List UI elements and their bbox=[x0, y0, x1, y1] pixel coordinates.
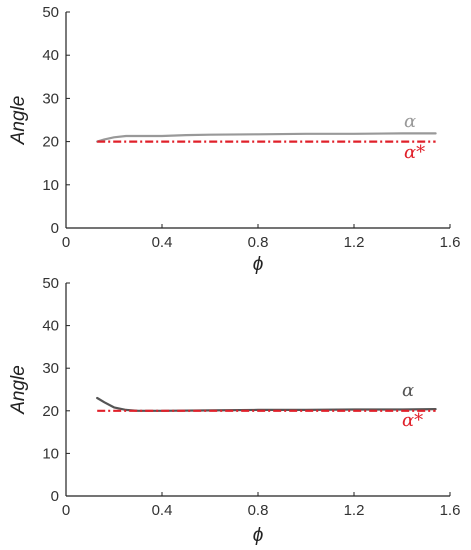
chart-panel-1: 0 0.4 0.8 1.2 1.6 0 10 20 30 40 50 ϕ Angle α α* bbox=[8, 4, 460, 275]
series-line-alpha bbox=[96, 396, 437, 412]
series-line-alpha bbox=[96, 132, 437, 143]
x-tick-label: 1.6 bbox=[440, 234, 461, 251]
y-tick-label: 40 bbox=[42, 318, 59, 335]
y-tick-label: 10 bbox=[42, 177, 59, 194]
x-tick-label: 1.2 bbox=[344, 234, 365, 251]
x-axis-title: ϕ bbox=[253, 254, 264, 275]
y-tick-label: 0 bbox=[51, 488, 59, 505]
x-tick-label: 1.2 bbox=[344, 502, 365, 519]
y-tick-label: 40 bbox=[42, 47, 59, 64]
y-tick-label: 30 bbox=[42, 360, 59, 377]
series-label-alpha: α bbox=[404, 111, 416, 132]
y-tick-label: 10 bbox=[42, 445, 59, 462]
series-label-alpha-star: α* bbox=[404, 142, 425, 163]
x-axis-title: ϕ bbox=[253, 525, 264, 546]
y-tick-label: 30 bbox=[42, 90, 59, 107]
series-label-alpha-star: α* bbox=[402, 410, 423, 431]
x-tick-label: 0 bbox=[62, 234, 70, 251]
y-tick-label: 0 bbox=[51, 220, 59, 237]
x-tick-label: 0.4 bbox=[152, 502, 173, 519]
y-tick-label: 50 bbox=[42, 4, 59, 21]
x-tick-label: 0.8 bbox=[248, 502, 269, 519]
y-tick-label: 20 bbox=[42, 403, 59, 420]
chart-panel-2: 0 0.4 0.8 1.2 1.6 0 10 20 30 40 50 ϕ Angle α α* bbox=[8, 275, 460, 546]
x-tick-label: 0 bbox=[62, 502, 70, 519]
y-axis-title: Angle bbox=[8, 96, 29, 146]
x-tick-label: 0.4 bbox=[152, 234, 173, 251]
y-tick-label: 20 bbox=[42, 134, 59, 151]
x-tick-label: 1.6 bbox=[440, 502, 461, 519]
y-axis-title: Angle bbox=[8, 365, 29, 415]
series-label-alpha: α bbox=[402, 380, 414, 401]
x-tick-label: 0.8 bbox=[248, 234, 269, 251]
y-tick-label: 50 bbox=[42, 275, 59, 292]
